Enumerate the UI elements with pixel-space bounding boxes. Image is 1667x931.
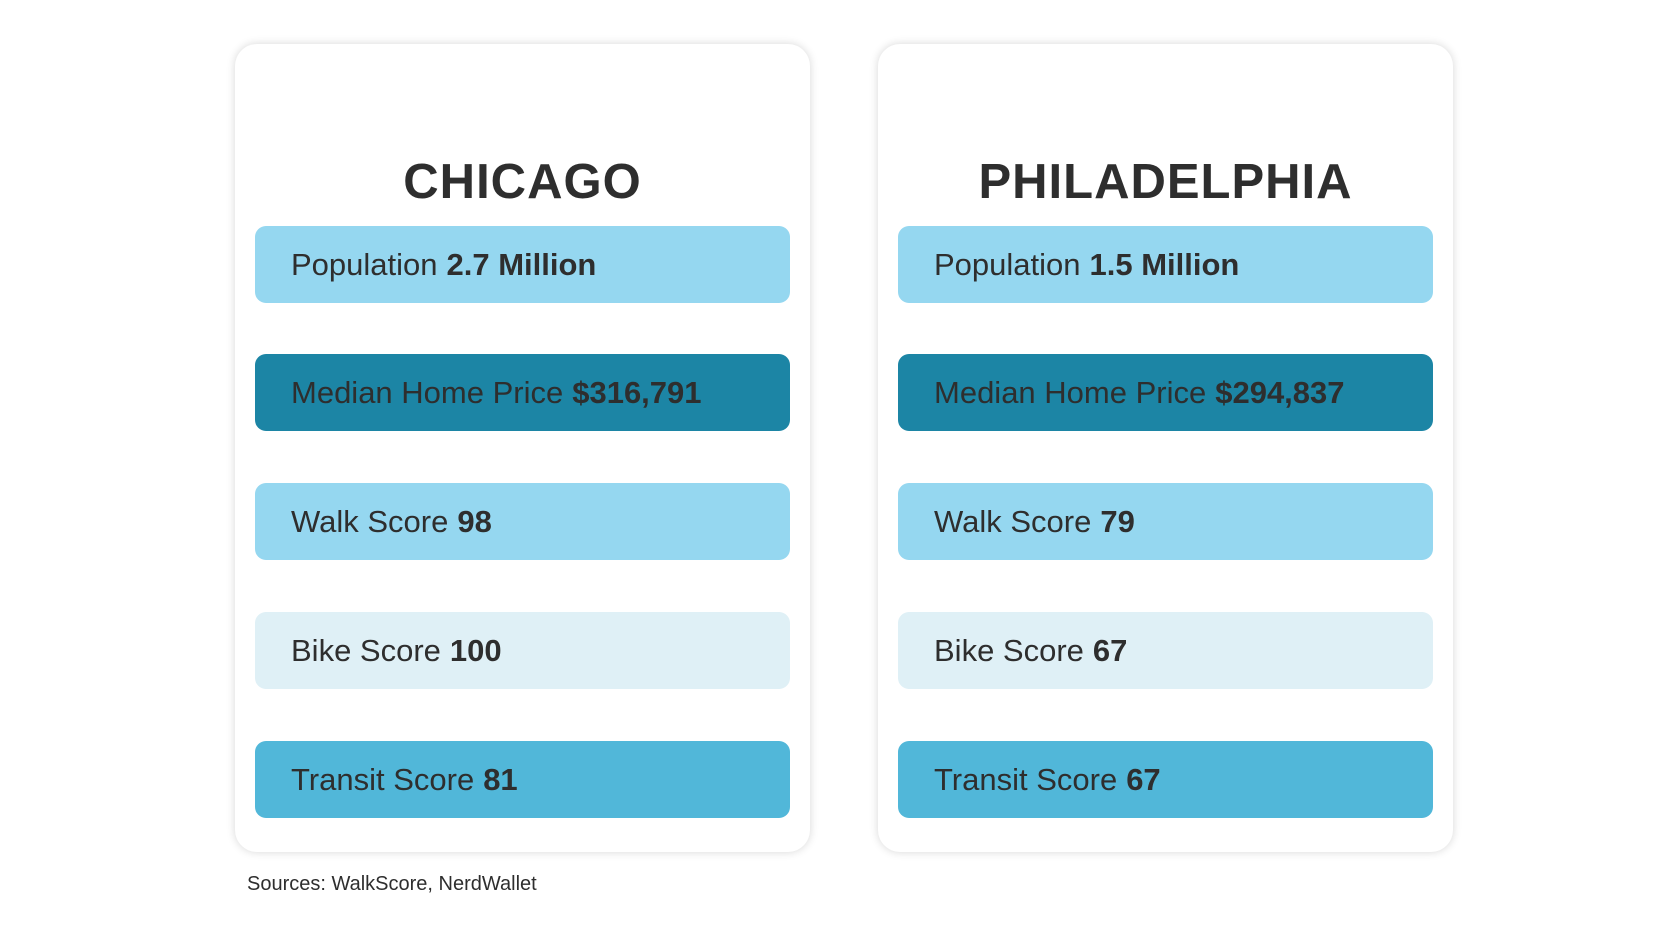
stat-value: 81 (483, 761, 518, 797)
stat-label: Bike Score (934, 632, 1084, 668)
stat-value: 67 (1092, 632, 1128, 668)
stat-value: 67 (1126, 761, 1161, 797)
stat-value: 98 (457, 503, 492, 539)
stat-label: Population (291, 246, 438, 282)
stat-value: 1.5 Million (1089, 246, 1240, 282)
stat-label: Median Home Price (934, 374, 1207, 410)
stat-label: Walk Score (934, 503, 1092, 539)
city-card-philadelphia: PHILADELPHIA Population 1.5 Million Medi… (878, 44, 1453, 852)
stat-row-transit-score: Transit Score 67 (898, 741, 1433, 818)
stat-value: 2.7 Million (446, 246, 597, 282)
stat-label: Median Home Price (291, 374, 564, 410)
stat-row-median-home-price: Median Home Price $294,837 (898, 354, 1433, 431)
stat-value: $294,837 (1215, 374, 1345, 410)
city-title: PHILADELPHIA (978, 155, 1353, 209)
stat-row-bike-score: Bike Score 100 (255, 612, 790, 689)
stat-row-walk-score: Walk Score 98 (255, 483, 790, 560)
stat-label: Transit Score (934, 761, 1118, 797)
stat-value: 100 (449, 632, 502, 668)
stat-label: Transit Score (291, 761, 475, 797)
stat-row-transit-score: Transit Score 81 (255, 741, 790, 818)
stat-row-walk-score: Walk Score 79 (898, 483, 1433, 560)
sources-note: Sources: WalkScore, NerdWallet (247, 873, 537, 895)
city-title: CHICAGO (403, 155, 642, 209)
stat-label: Walk Score (291, 503, 449, 539)
stat-value: $316,791 (572, 374, 702, 410)
stat-label: Population (934, 246, 1081, 282)
city-card-chicago: CHICAGO Population 2.7 Million Median Ho… (235, 44, 810, 852)
stat-label: Bike Score (291, 632, 441, 668)
stat-row-median-home-price: Median Home Price $316,791 (255, 354, 790, 431)
stat-row-population: Population 2.7 Million (255, 226, 790, 303)
stat-row-bike-score: Bike Score 67 (898, 612, 1433, 689)
stat-value: 79 (1100, 503, 1135, 539)
stat-row-population: Population 1.5 Million (898, 226, 1433, 303)
